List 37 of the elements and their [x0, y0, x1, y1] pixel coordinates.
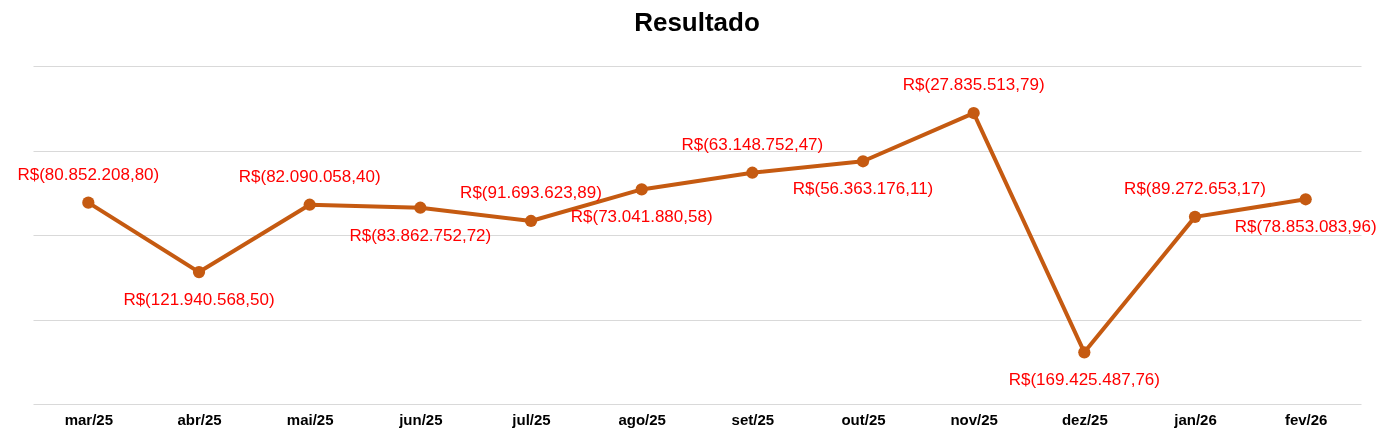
x-tick-label: jul/25 — [511, 410, 551, 428]
x-tick-label: abr/25 — [177, 410, 222, 428]
data-label: R$(91.693.623,89) — [460, 182, 602, 202]
data-label: R$(169.425.487,76) — [1008, 370, 1160, 390]
x-tick-label: out/25 — [841, 410, 886, 428]
point — [635, 183, 648, 196]
point — [746, 166, 759, 179]
point — [414, 201, 427, 214]
point — [1299, 193, 1312, 206]
x-tick-label: mai/25 — [286, 410, 334, 428]
x-tick-label: jun/25 — [398, 410, 443, 428]
x-tick-label: nov/25 — [950, 410, 998, 428]
point — [1188, 210, 1202, 223]
data-label: R$(63.148.752,47) — [681, 134, 824, 154]
point — [303, 198, 316, 211]
data-label: R$(78.853.083,96) — [1234, 217, 1377, 237]
point — [856, 155, 870, 168]
x-tick-label: ago/25 — [618, 410, 666, 428]
x-tick-label: fev/26 — [1284, 410, 1328, 428]
data-label: R$(83.862.752,72) — [349, 225, 492, 245]
point — [192, 265, 206, 279]
data-label: R$(27.835.513,79) — [902, 75, 1045, 95]
data-label: R$(73.041.880,58) — [570, 207, 713, 227]
x-tick-label: mar/25 — [64, 410, 114, 428]
point — [82, 196, 95, 209]
data-label: R$(56.363.176,11) — [792, 179, 934, 199]
data-label: R$(121.940.568,50) — [123, 290, 275, 310]
point — [1078, 346, 1091, 359]
x-tick-label: dez/25 — [1061, 410, 1108, 428]
x-tick-label: jan/26 — [1173, 410, 1217, 428]
point — [967, 106, 980, 120]
chart-title: Resultado — [634, 7, 760, 37]
data-label: R$(80.852.208,80) — [17, 164, 160, 184]
point — [524, 214, 538, 228]
data-label: R$(82.090.058,40) — [238, 166, 381, 186]
data-label: R$(89.272.653,17) — [1124, 178, 1266, 198]
x-tick-label: set/25 — [731, 410, 775, 428]
